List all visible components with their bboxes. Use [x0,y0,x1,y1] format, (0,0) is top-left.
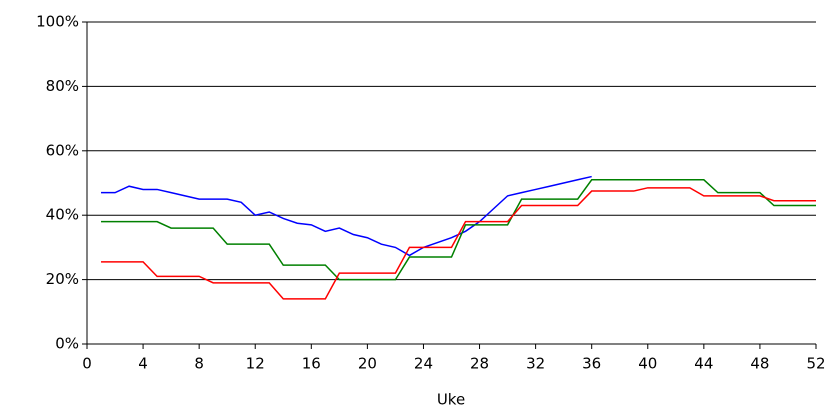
x-tick-label: 20 [358,355,377,373]
series-line [101,175,592,257]
x-tick-label: 44 [694,355,713,373]
y-tick-label: 60% [46,141,79,159]
x-tick-label: 28 [470,355,489,373]
series-line [101,179,816,281]
x-tick-label: 0 [82,355,92,373]
x-tick-label: 36 [582,355,601,373]
x-tick-label: 4 [138,355,148,373]
x-tick-label: 52 [806,355,825,373]
y-tick-label: 80% [46,77,79,95]
x-tick-label: 24 [414,355,433,373]
x-tick-label: 40 [638,355,657,373]
x-tick-label: 48 [750,355,769,373]
y-tick-label: 0% [55,335,79,353]
x-tick-label: 8 [194,355,204,373]
x-tick-label: 16 [302,355,321,373]
series-line [101,187,816,300]
y-tick-label: 100% [36,13,79,31]
y-tick-label: 20% [46,270,79,288]
x-axis-label: Uke [437,391,465,409]
x-tick-label: 32 [526,355,545,373]
y-tick-label: 40% [46,206,79,224]
x-tick-label: 12 [246,355,265,373]
